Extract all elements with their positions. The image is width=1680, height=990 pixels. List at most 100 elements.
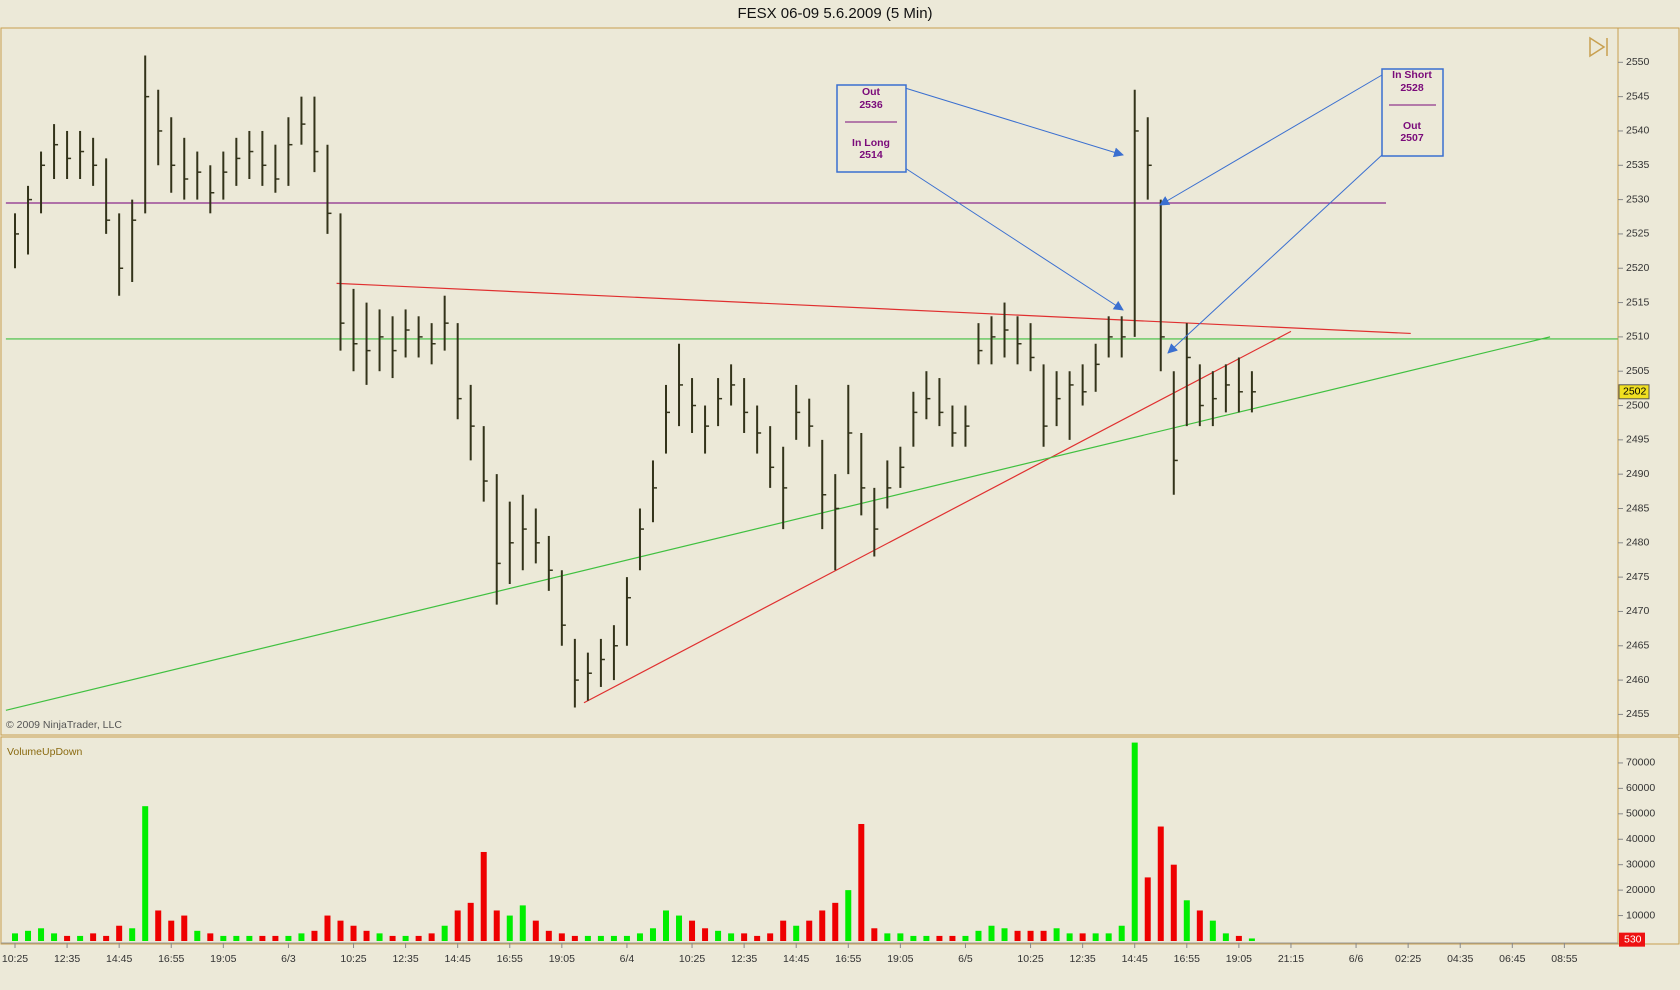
volume-bar: [415, 935, 422, 941]
y-tick-label: 20000: [1626, 884, 1655, 896]
volume-bar: [64, 935, 71, 941]
volume-bar: [454, 910, 461, 941]
y-tick-label: 2500: [1626, 399, 1650, 411]
volume-bar: [532, 920, 539, 941]
volume-bar: [207, 933, 214, 941]
trend-line: [5, 336, 1551, 711]
volume-bar: [1222, 933, 1229, 941]
volume-bar: [1209, 920, 1216, 941]
annotation-text: In Long: [852, 137, 890, 149]
volume-bar: [1248, 938, 1255, 941]
volume-bar: [1014, 930, 1021, 941]
x-tick-label: 14:45: [445, 953, 471, 965]
arrow: [904, 167, 1124, 311]
volume-bar: [168, 920, 175, 941]
volume-bar: [1079, 933, 1086, 941]
x-tick-label: 04:35: [1447, 953, 1473, 965]
volume-bar: [1040, 930, 1047, 941]
x-tick-label: 16:55: [158, 953, 184, 965]
x-tick-label: 12:35: [54, 953, 80, 965]
volume-bar: [1027, 930, 1034, 941]
y-tick-label: 10000: [1626, 909, 1655, 921]
volume-bar: [923, 935, 930, 941]
volume-bar: [285, 935, 292, 941]
volume-bar: [311, 930, 318, 941]
x-tick-label: 14:45: [783, 953, 809, 965]
y-tick-label: 2505: [1626, 365, 1650, 377]
annotations: Out 2536 In Long 2514 In Short 2528 Out …: [836, 68, 1444, 354]
volume-bar: [1001, 928, 1008, 941]
x-tick-label: 10:25: [679, 953, 705, 965]
volume-bar: [1235, 935, 1242, 941]
volume-bar: [428, 933, 435, 941]
y-tick-label: 40000: [1626, 833, 1655, 845]
volume-title: VolumeUpDown: [7, 746, 82, 758]
y-tick-label: 2510: [1626, 331, 1650, 343]
last-volume-label: 530: [1624, 933, 1642, 945]
x-tick-label: 16:55: [835, 953, 861, 965]
x-tick-label: 19:05: [887, 953, 913, 965]
y-tick-label: 70000: [1626, 757, 1655, 769]
y-tick-label: 2490: [1626, 468, 1650, 480]
volume-bar: [142, 806, 149, 941]
volume-bar: [819, 910, 826, 941]
y-tick-label: 2540: [1626, 125, 1650, 137]
volume-bar: [467, 902, 474, 941]
volume-bar: [1066, 933, 1073, 941]
volume-bar: [25, 930, 32, 941]
annotation-box: [1381, 68, 1444, 157]
volume-bar: [884, 933, 891, 941]
volume-bar: [689, 920, 696, 941]
volume-bar: [1183, 900, 1190, 941]
volume-bar: [376, 933, 383, 941]
volume-bar: [545, 930, 552, 941]
chart-title: FESX 06-09 5.6.2009 (5 Min): [737, 5, 932, 22]
volume-bar: [129, 928, 136, 941]
volume-bar: [936, 935, 943, 941]
volume-bar: [949, 935, 956, 941]
volume-bar: [155, 910, 162, 941]
y-tick-label: 2460: [1626, 674, 1650, 686]
x-tick-label: 10:25: [2, 953, 28, 965]
volume-bar: [610, 935, 617, 941]
volume-bar: [845, 890, 852, 941]
volume-bar: [962, 935, 969, 941]
y-tick-label: 50000: [1626, 808, 1655, 820]
y-tick-label: 2475: [1626, 571, 1650, 583]
volume-bar: [519, 905, 526, 941]
y-tick-label: 2550: [1626, 56, 1650, 68]
copyright: © 2009 NinjaTrader, LLC: [6, 719, 122, 731]
annotation-text: In Short: [1392, 69, 1432, 81]
volume-bar: [780, 920, 787, 941]
volume-bar: [1118, 925, 1125, 941]
x-tick-label: 14:45: [106, 953, 132, 965]
volume-bar: [246, 935, 253, 941]
x-tick-label: 14:45: [1122, 953, 1148, 965]
x-tick-label: 12:35: [731, 953, 757, 965]
last-price-tag: [1618, 384, 1650, 400]
volume-bar: [337, 920, 344, 941]
volume-bar: [363, 930, 370, 941]
volume-bar: [715, 930, 722, 941]
volume-bar: [324, 915, 331, 941]
volume-bar: [1053, 928, 1060, 941]
volume-bar: [90, 933, 97, 941]
x-tick-label: 19:05: [1226, 953, 1252, 965]
volume-bar: [12, 933, 18, 941]
volume-bar: [259, 935, 266, 941]
x-tick-label: 6/5: [958, 953, 973, 965]
volume-bar: [1092, 933, 1099, 941]
volume-bar: [233, 935, 240, 941]
volume-bar: [623, 935, 630, 941]
volume-panel: [0, 736, 1680, 945]
volume-bar: [584, 935, 591, 941]
volume-bar: [38, 928, 45, 941]
x-tick-label: 19:05: [549, 953, 575, 965]
y-tick-label: 2525: [1626, 228, 1650, 240]
volume-bar: [871, 928, 878, 941]
play-icon[interactable]: [1589, 36, 1608, 58]
x-tick-label: 6/6: [1349, 953, 1364, 965]
trend-line: [336, 282, 1411, 335]
volume-bar: [1170, 864, 1177, 941]
